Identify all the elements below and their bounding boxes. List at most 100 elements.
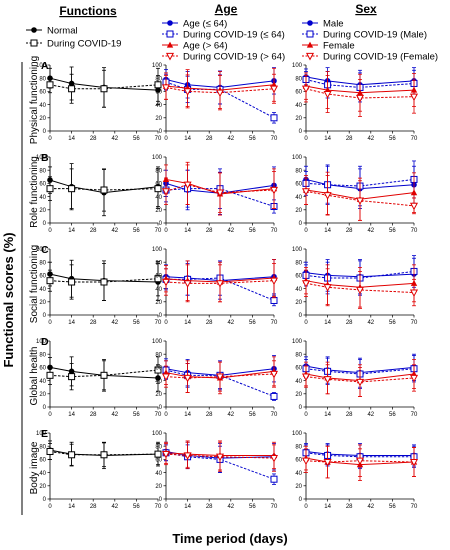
- x-tick-label: 0: [304, 228, 308, 234]
- x-tick-label: 70: [271, 320, 278, 326]
- y-tick-label: 60: [39, 182, 46, 188]
- series-line: [165, 79, 275, 88]
- series-line: [49, 366, 159, 379]
- data-point: [269, 186, 279, 195]
- y-tick-label: 60: [155, 366, 162, 372]
- x-tick-label: 14: [68, 228, 75, 234]
- x-tick-label: 28: [90, 136, 97, 142]
- x-tick-label: 0: [304, 320, 308, 326]
- x-tick-label: 0: [48, 412, 52, 418]
- x-tick-label: 70: [155, 228, 162, 234]
- data-point: [68, 373, 76, 381]
- y-tick-label: 40: [155, 471, 162, 477]
- data-point: [301, 373, 311, 382]
- data-point: [270, 114, 278, 122]
- legend-label: During COVID-19: [47, 39, 121, 50]
- y-tick-label: 0: [299, 313, 303, 319]
- y-tick-label: 100: [292, 339, 303, 345]
- x-tick-label: 0: [164, 228, 168, 234]
- data-point: [323, 90, 332, 99]
- y-tick-label: 100: [36, 247, 47, 253]
- y-tick-label: 40: [155, 103, 162, 109]
- data-point: [100, 278, 108, 286]
- data-point: [410, 189, 418, 196]
- x-tick-label: 56: [249, 136, 256, 142]
- row-letter: D: [41, 336, 49, 348]
- y-tick-label: 100: [36, 63, 47, 69]
- y-tick-label: 100: [36, 431, 47, 437]
- data-point: [68, 85, 76, 93]
- x-tick-label: 28: [90, 228, 97, 234]
- series-line: [165, 280, 275, 284]
- legend-label: Age (≤ 64): [183, 19, 227, 30]
- data-point: [355, 94, 365, 103]
- y-tick-label: 0: [299, 497, 303, 503]
- data-point: [301, 457, 311, 466]
- panel-functions-c: 0 20 40 60 80 100 0 14 28 42 56 70: [36, 247, 162, 326]
- data-point: [215, 373, 225, 382]
- series-line: [305, 457, 415, 466]
- y-tick-label: 100: [152, 339, 163, 345]
- y-tick-label: 0: [299, 129, 303, 135]
- x-tick-label: 28: [206, 136, 213, 142]
- row-label: Global health: [29, 347, 40, 406]
- y-tick-label: 40: [39, 379, 46, 385]
- y-tick-label: 20: [155, 116, 162, 122]
- header-sex: Sex: [355, 2, 377, 16]
- y-tick-label: 60: [295, 366, 302, 372]
- panel-age-d: 0 20 40 60 80 100 0 14 28 42 56 70: [152, 339, 279, 418]
- series-line: [49, 84, 159, 90]
- series-line: [305, 368, 415, 375]
- legend-marker: [166, 41, 174, 48]
- x-tick-label: 42: [111, 504, 118, 510]
- data-point: [161, 278, 171, 287]
- y-tick-label: 20: [39, 392, 46, 398]
- y-tick-label: 80: [39, 260, 46, 266]
- x-tick-label: 14: [68, 412, 75, 418]
- x-tick-label: 14: [184, 412, 191, 418]
- x-tick-label: 42: [367, 136, 374, 142]
- x-tick-label: 70: [271, 228, 278, 234]
- data-point: [183, 452, 192, 460]
- data-point: [100, 186, 108, 194]
- x-tick-label: 14: [68, 504, 75, 510]
- y-tick-label: 20: [295, 116, 302, 122]
- data-point: [154, 450, 162, 458]
- series-line: [165, 452, 275, 480]
- panel-sex-d: 0 20 40 60 80 100 0 14 28 42 56 70: [292, 339, 419, 418]
- y-tick-label: 0: [299, 405, 303, 411]
- data-point: [269, 370, 279, 379]
- series-line: [305, 189, 415, 200]
- data-point: [100, 451, 108, 459]
- y-tick-label: 40: [39, 195, 46, 201]
- series-line: [305, 190, 415, 207]
- x-tick-label: 28: [346, 504, 353, 510]
- series-line: [305, 452, 414, 458]
- legend-marker: [166, 30, 174, 38]
- data-point: [323, 376, 332, 384]
- data-point: [46, 185, 54, 193]
- legend-age: Age (≤ 64)During COVID-19 (≤ 64)Age (> 6…: [162, 19, 285, 63]
- x-tick-label: 0: [48, 228, 52, 234]
- x-tick-label: 70: [271, 412, 278, 418]
- x-tick-label: 42: [111, 320, 118, 326]
- y-tick-label: 40: [155, 195, 162, 201]
- x-tick-label: 14: [184, 136, 191, 142]
- y-tick-label: 40: [39, 103, 46, 109]
- data-point: [355, 197, 365, 206]
- data-point: [270, 392, 278, 400]
- data-point: [270, 296, 278, 304]
- panel-functions-a: 0 20 40 60 80 100 0 14 28 42 56 70: [36, 63, 162, 142]
- data-point: [215, 280, 225, 288]
- y-tick-label: 80: [39, 76, 46, 82]
- panel-sex-e: 0 20 40 60 80 100 0 14 28 42 56 70: [292, 431, 419, 510]
- data-point: [269, 277, 279, 286]
- legend-label: During COVID-19 (Female): [323, 52, 438, 63]
- x-tick-label: 14: [324, 320, 331, 326]
- x-tick-label: 42: [367, 412, 374, 418]
- y-tick-label: 20: [155, 208, 162, 214]
- y-tick-label: 0: [43, 497, 47, 503]
- y-tick-label: 60: [39, 458, 46, 464]
- data-point: [355, 457, 365, 466]
- y-tick-label: 80: [295, 260, 302, 266]
